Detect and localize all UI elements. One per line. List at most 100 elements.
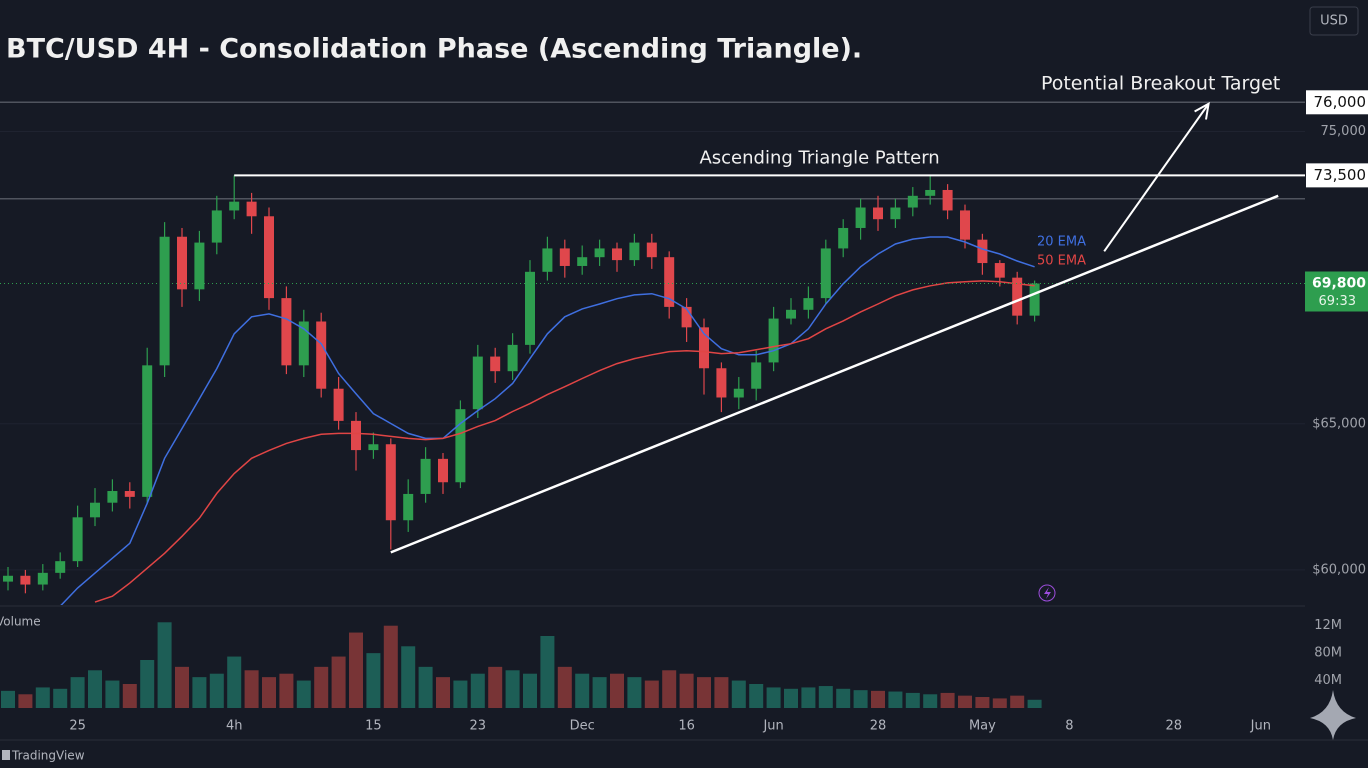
candle-body: [820, 248, 831, 299]
volume-bar: [905, 692, 920, 708]
candle-body: [681, 306, 692, 328]
volume-bar: [227, 656, 242, 708]
volume-bar: [766, 687, 781, 708]
candle-body: [142, 365, 153, 497]
candle-body: [281, 298, 292, 366]
level-box: [1306, 90, 1368, 115]
volume-bar: [157, 622, 172, 708]
candle-body: [159, 236, 170, 366]
level-label: 76,000: [1314, 93, 1367, 111]
brand-logo: [2, 750, 10, 760]
volume-bar: [18, 694, 33, 708]
candle-body: [316, 321, 327, 389]
candle-body: [716, 368, 727, 398]
support-line: [390, 194, 1279, 554]
volume-tick-label: 12M: [1314, 618, 1342, 633]
candle-body: [577, 257, 588, 266]
candle-body: [246, 201, 257, 217]
volume-bar: [679, 673, 694, 708]
x-tick-label: 8: [1065, 719, 1073, 734]
volume-bar: [784, 688, 798, 708]
volume-bar: [714, 677, 729, 708]
volume-bar: [349, 632, 363, 708]
volume-bar: [592, 677, 607, 708]
candle-body: [629, 242, 640, 261]
candle-body: [420, 458, 431, 494]
volume-bar: [88, 670, 102, 708]
candle-body: [594, 248, 605, 258]
ema-line: [60, 236, 1035, 605]
candle-body: [977, 239, 988, 264]
candle-body: [525, 271, 535, 345]
volume-tick-label: 80M: [1314, 646, 1342, 661]
candle-body: [298, 321, 309, 366]
candle-body: [733, 388, 744, 398]
candle-body: [1029, 283, 1040, 316]
volume-bar: [453, 680, 468, 708]
annotation: Potential Breakout Target: [1041, 72, 1280, 94]
candle-body: [994, 263, 1005, 278]
candle-body: [803, 298, 814, 310]
candle-body: [907, 195, 918, 208]
x-tick-label: 15: [365, 719, 382, 734]
candle-body: [72, 517, 83, 562]
volume-bar: [627, 677, 642, 708]
candle-body: [751, 362, 762, 389]
overlay: 75,000 $65,000 $60,000 25 4h 15 23 Dec 16 Jun 28 Ma…: [69, 72, 1368, 734]
volume-bar: [697, 677, 711, 708]
volume-bar: [175, 666, 189, 708]
candle-body: [20, 575, 31, 585]
candle-body: [333, 388, 344, 421]
candle-body: [786, 309, 796, 319]
volume-bar: [488, 666, 503, 708]
candle-body: [612, 248, 622, 261]
x-tick-label: Jun: [762, 719, 783, 734]
volume-bar: [992, 698, 1007, 708]
volume-pane: [1, 622, 1042, 708]
y-tick-label: $65,000: [1312, 416, 1366, 431]
volume-bar: [262, 677, 276, 708]
candle-body: [107, 491, 118, 503]
x-tick-label: Dec: [570, 719, 595, 734]
x-tick-label: Jun: [1250, 719, 1271, 734]
candle-body: [177, 236, 187, 290]
sparkle: [1310, 690, 1356, 740]
volume-bar: [1010, 695, 1025, 708]
volume-bar: [470, 673, 485, 708]
candle-body: [646, 242, 657, 258]
volume-bar: [401, 646, 416, 708]
volume-bar: [244, 670, 259, 708]
volume-bar: [871, 690, 885, 708]
chart-title: BTC/USD 4H - Consolidation Phase (Ascend…: [6, 34, 862, 65]
candle-body: [1012, 277, 1023, 316]
volume-bar: [836, 688, 851, 708]
last-price-box: [1305, 271, 1368, 312]
currency-box[interactable]: [1309, 6, 1359, 36]
volume-bar: [35, 687, 50, 708]
volume-bar: [331, 656, 346, 708]
candle-body: [472, 356, 483, 410]
volume-bar: [140, 660, 155, 708]
countdown: 69:33: [1319, 294, 1356, 309]
breakout-arrow: [1103, 103, 1210, 252]
candle-body: [229, 201, 240, 211]
volume-bar: [366, 653, 381, 708]
currency[interactable]: USD: [1320, 14, 1348, 29]
x-tick-label: 25: [69, 719, 86, 734]
volume-bar: [731, 680, 746, 708]
candle-body: [664, 257, 675, 307]
candle-body: [768, 318, 779, 363]
annotation: Ascending Triangle Pattern: [699, 147, 939, 168]
candle-body: [838, 227, 849, 249]
candle-body: [873, 207, 883, 220]
volume-bar: [923, 694, 938, 708]
candle-body: [699, 327, 709, 369]
brand: TradingView: [11, 749, 85, 763]
arrow-head: [1194, 101, 1210, 120]
alert-icon[interactable]: [1038, 584, 1056, 602]
volume-bar: [888, 691, 903, 708]
volume-bar: [314, 666, 329, 708]
volume-bar: [610, 673, 624, 708]
